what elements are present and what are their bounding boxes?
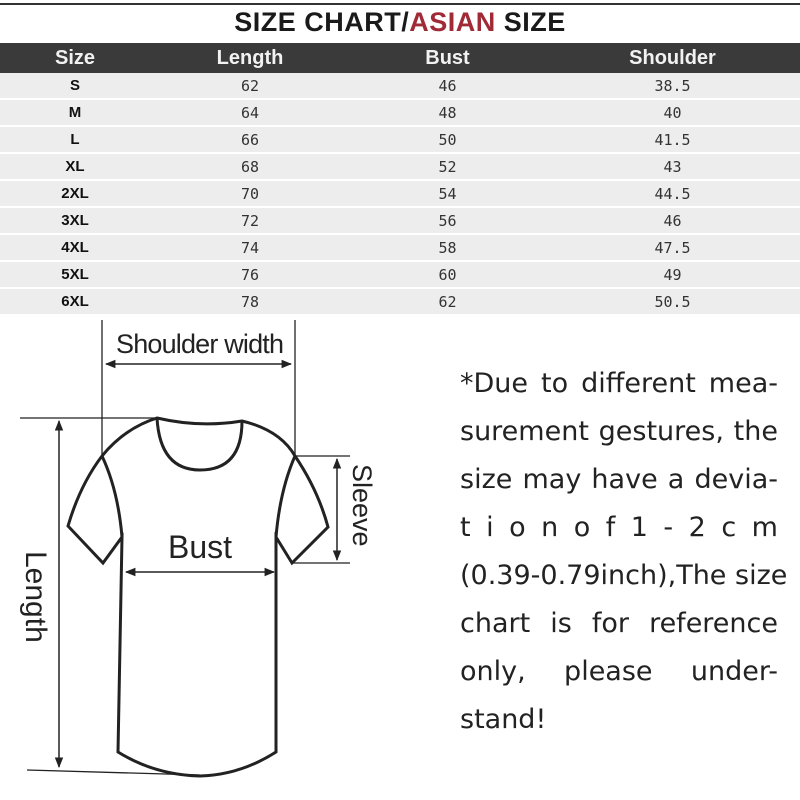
- note-line: chart is for reference: [460, 608, 778, 639]
- cell-shoulder: 50.5: [545, 288, 800, 316]
- bust-label: Bust: [168, 529, 232, 565]
- cell-bust: 60: [350, 261, 545, 289]
- table-row: 2XL 70 54 44.5: [0, 180, 800, 208]
- cell-length: 78: [150, 288, 350, 316]
- cell-length: 70: [150, 180, 350, 208]
- header-bust: Bust: [350, 43, 545, 73]
- cell-length: 62: [150, 73, 350, 100]
- cell-size: 6XL: [0, 288, 150, 316]
- cell-size: 5XL: [0, 261, 150, 289]
- cell-length: 64: [150, 99, 350, 127]
- note-line: surement gestures, the: [460, 416, 778, 447]
- title-text: SIZE CHART/: [234, 7, 410, 37]
- cell-length: 68: [150, 153, 350, 181]
- title-text-end: SIZE: [495, 7, 566, 37]
- cell-shoulder: 44.5: [545, 180, 800, 208]
- note-line: only, please under-: [460, 656, 778, 687]
- cell-size: 4XL: [0, 234, 150, 262]
- cell-shoulder: 41.5: [545, 126, 800, 154]
- title-accent: ASIAN: [409, 7, 496, 37]
- cell-size: XL: [0, 153, 150, 181]
- table-row: 5XL 76 60 49: [0, 261, 800, 289]
- table-row: XL 68 52 43: [0, 153, 800, 181]
- table-row: 3XL 72 56 46: [0, 207, 800, 235]
- size-table: Size Length Bust Shoulder S 62 46 38.5 M 64 48…: [0, 43, 800, 316]
- note-line: size may have a devia-: [460, 464, 778, 495]
- note-line: (0.39-0.79inch),The size: [460, 560, 788, 591]
- table-row: 6XL 78 62 50.5: [0, 288, 800, 316]
- cell-size: M: [0, 99, 150, 127]
- cell-length: 72: [150, 207, 350, 235]
- cell-shoulder: 40: [545, 99, 800, 127]
- cell-shoulder: 38.5: [545, 73, 800, 100]
- cell-shoulder: 47.5: [545, 234, 800, 262]
- note-line: *Due to different mea-: [460, 368, 778, 399]
- tshirt-outline: [66, 416, 330, 778]
- cell-bust: 58: [350, 234, 545, 262]
- header-size: Size: [0, 43, 150, 73]
- cell-bust: 52: [350, 153, 545, 181]
- cell-size: S: [0, 73, 150, 100]
- length-label: Length: [19, 551, 52, 643]
- cell-shoulder: 43: [545, 153, 800, 181]
- cell-length: 74: [150, 234, 350, 262]
- cell-size: L: [0, 126, 150, 154]
- measurement-note: *Due to different mea- surement gestures…: [460, 362, 788, 746]
- cell-bust: 46: [350, 73, 545, 100]
- cell-bust: 54: [350, 180, 545, 208]
- header-length: Length: [150, 43, 350, 73]
- cell-size: 3XL: [0, 207, 150, 235]
- table-header: Size Length Bust Shoulder: [0, 43, 800, 73]
- table-row: M 64 48 40: [0, 99, 800, 127]
- cell-shoulder: 49: [545, 261, 800, 289]
- note-line: stand!: [460, 704, 547, 735]
- chart-title: SIZE CHART/ASIAN SIZE: [0, 3, 800, 38]
- table-row: 4XL 74 58 47.5: [0, 234, 800, 262]
- cell-bust: 48: [350, 99, 545, 127]
- note-line: t i o n o f 1 - 2 c m: [460, 512, 778, 543]
- collar: [155, 417, 244, 472]
- cell-bust: 56: [350, 207, 545, 235]
- table-row: S 62 46 38.5: [0, 73, 800, 100]
- cell-size: 2XL: [0, 180, 150, 208]
- shoulder-label: Shoulder width: [116, 329, 284, 359]
- cell-length: 66: [150, 126, 350, 154]
- cell-bust: 62: [350, 288, 545, 316]
- cell-length: 76: [150, 261, 350, 289]
- cell-bust: 50: [350, 126, 545, 154]
- table-row: L 66 50 41.5: [0, 126, 800, 154]
- left-armhole: [100, 455, 124, 538]
- cell-shoulder: 46: [545, 207, 800, 235]
- header-shoulder: Shoulder: [545, 43, 800, 73]
- right-armhole: [274, 455, 297, 538]
- sleeve-label: Sleeve: [347, 464, 377, 547]
